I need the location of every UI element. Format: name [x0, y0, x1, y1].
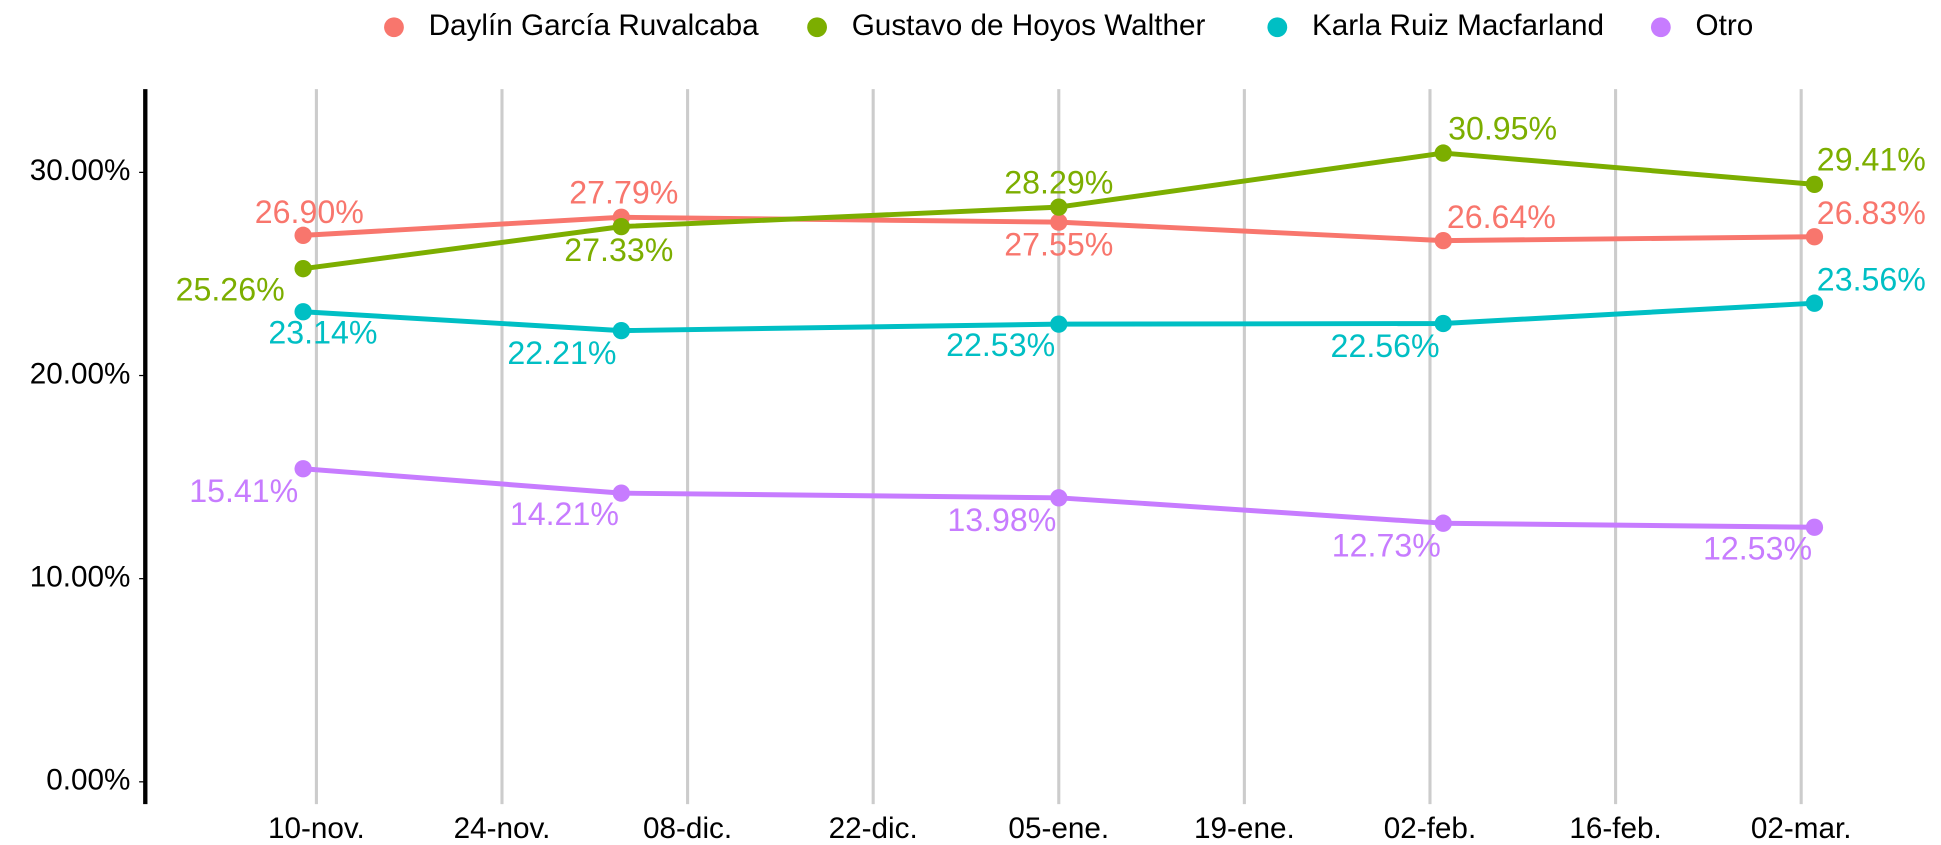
data-point — [1434, 514, 1452, 532]
data-point — [612, 484, 630, 502]
x-tick-label: 24-nov. — [454, 812, 551, 845]
data-label: 15.41% — [189, 473, 298, 509]
data-point — [294, 226, 312, 245]
data-point — [1805, 175, 1824, 194]
data-point — [1050, 489, 1068, 507]
data-label: 26.64% — [1447, 199, 1556, 235]
data-label: 27.79% — [569, 174, 678, 210]
data-label: 26.83% — [1817, 195, 1926, 231]
y-tick-label: 30.00% — [30, 154, 131, 187]
y-tick-label: 10.00% — [30, 561, 131, 594]
data-point — [612, 217, 630, 236]
data-label: 22.21% — [507, 335, 616, 371]
data-point — [1050, 213, 1068, 231]
data-label: 13.98% — [947, 502, 1056, 538]
data-label: 27.33% — [564, 232, 673, 268]
legend-swatch — [384, 17, 404, 38]
data-label: 14.21% — [510, 496, 619, 532]
legend-item: Karla Ruiz Macfarland — [1267, 9, 1604, 42]
data-point — [1434, 144, 1452, 162]
legend-swatch — [807, 17, 827, 38]
data-label: 23.56% — [1817, 262, 1926, 298]
x-tick-label: 02-feb. — [1384, 812, 1476, 845]
legend-swatch — [1650, 17, 1671, 38]
x-tick-label: 19-ene. — [1194, 812, 1295, 845]
data-point — [1805, 518, 1824, 536]
legend-label: Gustavo de Hoyos Walther — [852, 9, 1206, 42]
data-point — [294, 260, 312, 278]
data-point — [1050, 198, 1068, 216]
data-label: 12.53% — [1703, 530, 1812, 566]
x-tick-label: 02-mar. — [1751, 812, 1852, 845]
data-label: 22.56% — [1331, 328, 1440, 364]
legend-item: Daylín García Ruvalcaba — [384, 9, 759, 42]
data-label: 25.26% — [176, 272, 285, 308]
x-tick-label: 05-ene. — [1008, 812, 1109, 845]
data-point — [1050, 315, 1068, 333]
data-label: 28.29% — [1004, 164, 1113, 200]
legend-item: Otro — [1650, 9, 1753, 42]
legend-label: Otro — [1695, 9, 1753, 42]
data-label: 27.55% — [1004, 226, 1113, 262]
x-tick-label: 16-feb. — [1569, 812, 1661, 845]
data-point — [1805, 294, 1824, 312]
legend-item: Gustavo de Hoyos Walther — [807, 9, 1205, 42]
data-point — [294, 303, 312, 321]
x-tick-label: 22-dic. — [829, 812, 918, 845]
data-point — [1434, 231, 1452, 250]
data-point — [1434, 314, 1452, 333]
x-tick-label: 10-nov. — [268, 812, 365, 845]
legend-label: Daylín García Ruvalcaba — [429, 9, 760, 42]
y-tick-label: 0.00% — [46, 764, 130, 797]
legend-label: Karla Ruiz Macfarland — [1312, 9, 1604, 42]
data-label: 23.14% — [268, 315, 377, 351]
data-label: 26.90% — [255, 194, 364, 230]
data-point — [612, 321, 630, 340]
y-tick-label: 20.00% — [30, 357, 131, 390]
data-point — [1805, 228, 1824, 246]
data-label: 30.95% — [1448, 110, 1557, 146]
x-tick-label: 08-dic. — [643, 812, 732, 845]
data-point — [294, 460, 312, 478]
legend-swatch — [1267, 17, 1288, 38]
data-label: 29.41% — [1817, 142, 1926, 178]
data-label: 22.53% — [946, 327, 1055, 363]
data-label: 12.73% — [1332, 527, 1441, 563]
